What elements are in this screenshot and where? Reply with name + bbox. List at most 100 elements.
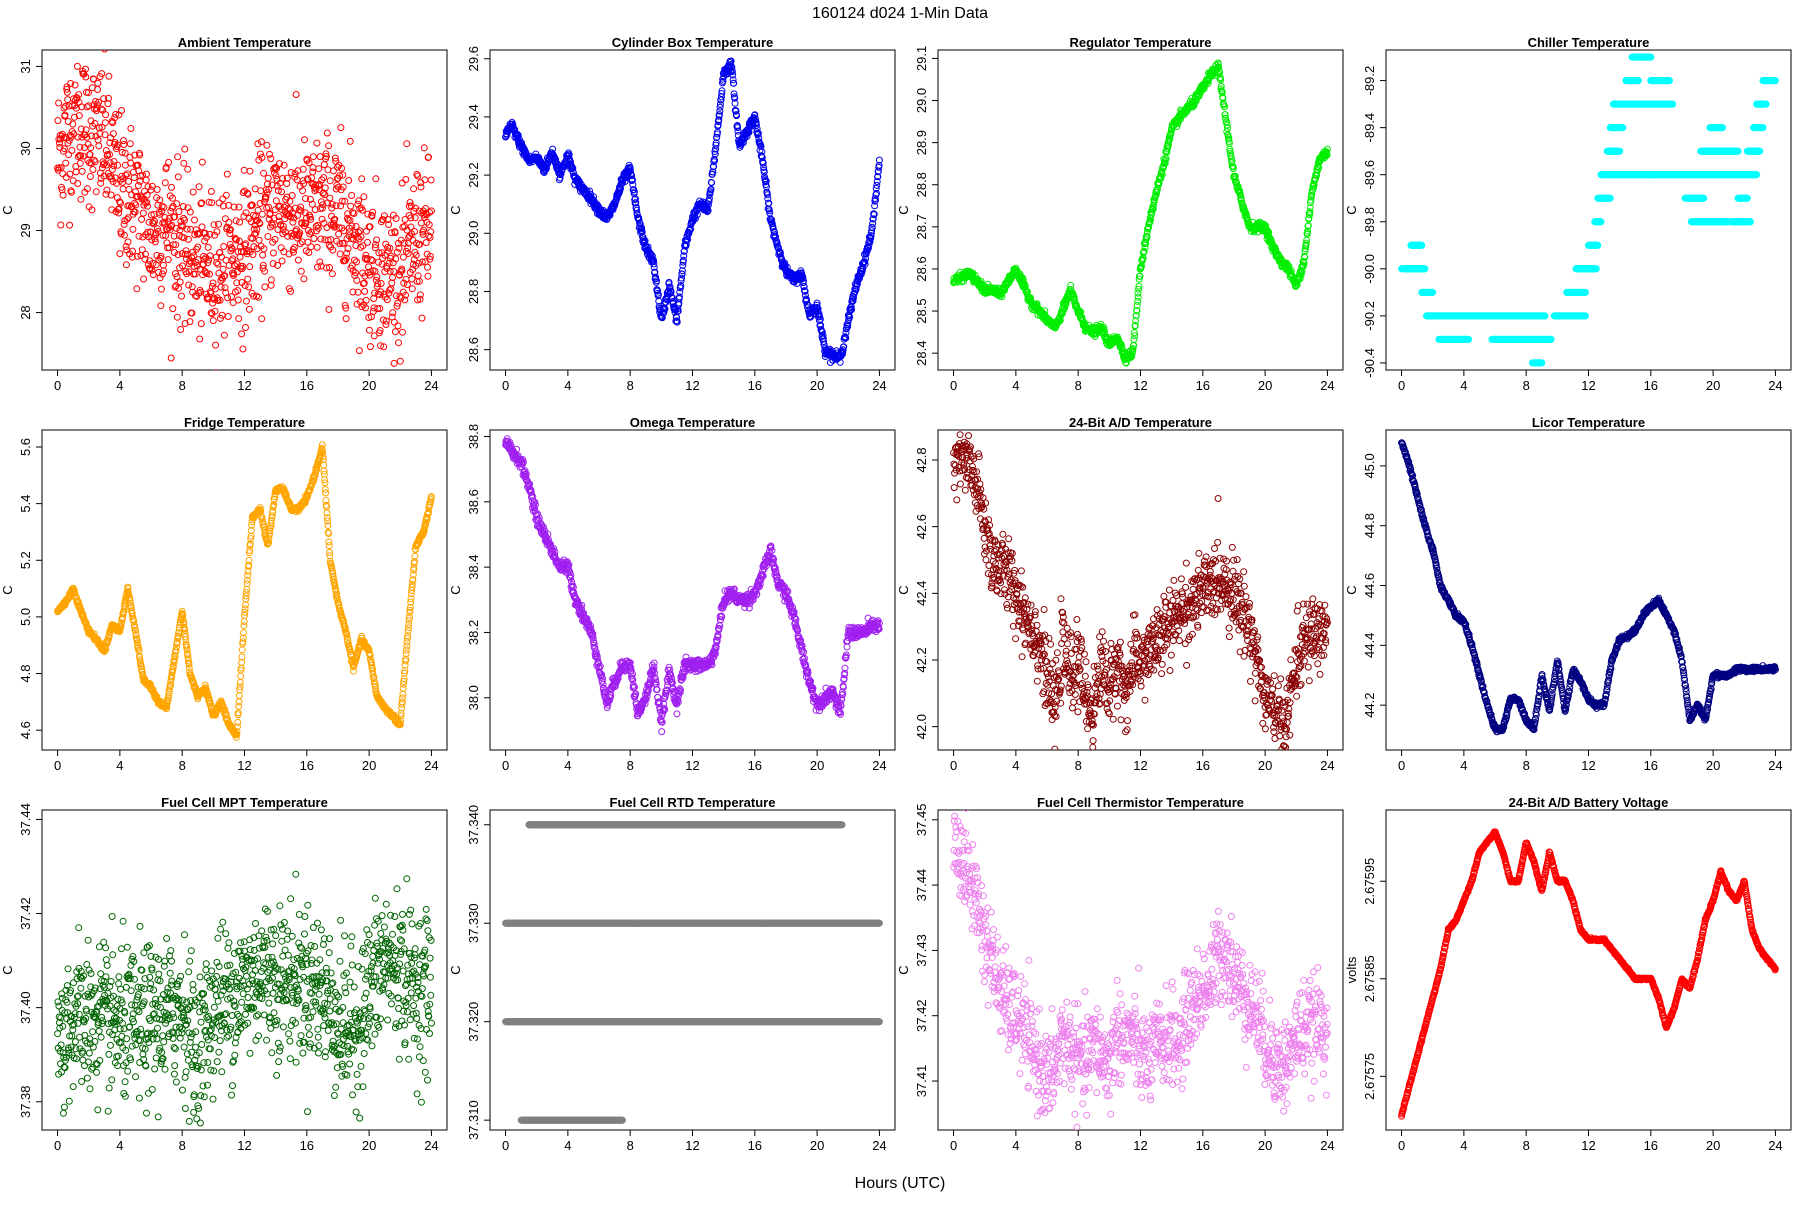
data-point [213, 342, 219, 348]
data-point [264, 142, 270, 148]
data-point [245, 276, 251, 282]
data-points [1399, 54, 1779, 366]
data-point [425, 273, 431, 279]
data-point [391, 360, 397, 366]
data-point [168, 355, 174, 361]
y-tick-label: -90.4 [1362, 348, 1377, 378]
data-point [128, 126, 134, 132]
data-point [243, 298, 249, 304]
data-point [356, 348, 362, 354]
y-axis-label: C [1344, 205, 1359, 214]
data-point [140, 210, 146, 216]
data-point [295, 257, 301, 263]
x-tick-label: 0 [54, 378, 61, 393]
data-point [220, 266, 226, 272]
data-point [90, 167, 96, 173]
data-point [347, 138, 353, 144]
data-point [65, 119, 71, 125]
data-point [412, 215, 418, 221]
data-point [301, 276, 307, 282]
data-point [290, 219, 296, 225]
y-tick-label: 29.0 [914, 88, 929, 113]
panel-title: Cylinder Box Temperature [612, 35, 774, 50]
data-point [109, 167, 115, 173]
data-point [121, 142, 127, 148]
data-point [190, 189, 196, 195]
data-point [162, 180, 168, 186]
data-point [343, 316, 349, 322]
data-point [223, 192, 229, 198]
x-tick-label: 24 [872, 378, 886, 393]
y-tick-label: -89.4 [1362, 113, 1377, 143]
y-tick-label: 28.8 [914, 172, 929, 197]
y-tick-label: 30 [18, 141, 33, 155]
data-point [411, 186, 417, 192]
data-point [222, 216, 228, 222]
data-point [144, 171, 150, 177]
data-point [396, 340, 402, 346]
panel-title: Chiller Temperature [1528, 35, 1650, 50]
data-point [169, 184, 175, 190]
y-axis: 28.428.528.628.728.828.929.029.1 [914, 46, 938, 366]
data-point [317, 259, 323, 265]
data-point [221, 244, 227, 250]
y-tick-label: 28.6 [914, 256, 929, 281]
data-point [258, 188, 264, 194]
data-point [409, 286, 415, 292]
data-point [65, 97, 71, 103]
y-tick-label: 28.4 [914, 341, 929, 366]
data-point [1135, 294, 1141, 300]
data-point [63, 160, 69, 166]
data-point [170, 306, 176, 312]
y-tick-label: 29.4 [466, 104, 481, 129]
figure-title: 160124 d024 1-Min Data [812, 5, 988, 22]
data-point [56, 100, 62, 106]
x-tick-label: 0 [950, 378, 957, 393]
data-point [279, 258, 285, 264]
y-tick-label: 29 [18, 223, 33, 237]
data-point [66, 152, 72, 158]
y-tick-label: 28.5 [914, 298, 929, 323]
y-tick-label: -90.0 [1362, 254, 1377, 284]
data-point [247, 264, 253, 270]
data-point [731, 80, 737, 86]
data-point [235, 297, 241, 303]
data-point [60, 171, 66, 177]
data-point [102, 46, 108, 52]
data-point [373, 176, 379, 182]
data-point [314, 140, 320, 146]
x-tick-label: 8 [1075, 378, 1082, 393]
data-point [348, 203, 354, 209]
data-point [174, 314, 180, 320]
x-tick-label: 8 [1523, 378, 1530, 393]
x-tick-label: 4 [1012, 378, 1019, 393]
y-tick-label: -89.2 [1362, 66, 1377, 96]
data-point [70, 178, 76, 184]
data-point [246, 284, 252, 290]
data-point [324, 130, 330, 136]
data-point [213, 370, 219, 376]
x-tick-label: 16 [1196, 378, 1210, 393]
data-point [199, 224, 205, 230]
data-point [134, 286, 140, 292]
data-point [390, 310, 396, 316]
panel-title: Regulator Temperature [1069, 35, 1211, 50]
data-point [82, 145, 88, 151]
data-point [308, 244, 314, 250]
data-point [208, 189, 214, 195]
data-point [265, 175, 271, 181]
data-point [95, 87, 101, 93]
data-point [205, 244, 211, 250]
data-point [71, 43, 77, 49]
data-point [198, 321, 204, 327]
x-tick-label: 20 [362, 378, 376, 393]
data-point [418, 184, 424, 190]
data-point [175, 154, 181, 160]
data-point [179, 293, 185, 299]
y-tick-label: 29.1 [914, 46, 929, 71]
data-point [165, 257, 171, 263]
data-point [270, 250, 276, 256]
